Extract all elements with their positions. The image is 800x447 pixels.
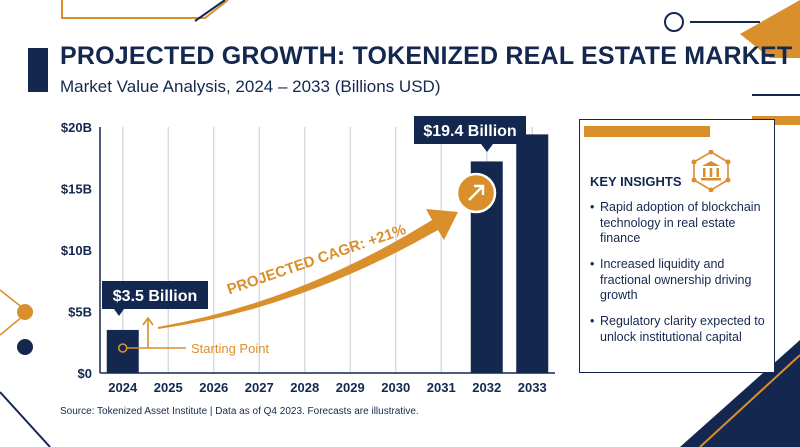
x-tick-label: 2033 [518, 380, 547, 395]
left-orange-dot [17, 304, 33, 320]
left-navy-dot [17, 339, 33, 355]
start-callout-tail [114, 309, 124, 316]
x-tick-label: 2032 [472, 380, 501, 395]
growth-arrow-icon-head [474, 184, 485, 195]
x-tick-label: 2027 [245, 380, 274, 395]
start-callout-box [102, 281, 208, 309]
end-callout-box [414, 116, 526, 144]
title-accent-block [28, 48, 48, 92]
end-value-label: $19.4 Billion [423, 123, 516, 140]
bottom-left-navy-line [0, 391, 51, 447]
x-tick-label: 2030 [381, 380, 410, 395]
x-tick-label: 2029 [336, 380, 365, 395]
y-tick-label: $0 [78, 366, 92, 381]
source-note: Source: Tokenized Asset Institute | Data… [60, 406, 419, 417]
bottom-right-orange-line [699, 354, 800, 447]
insights-title: KEY INSIGHTS [590, 174, 682, 189]
x-tick-label: 2024 [108, 380, 138, 395]
y-tick-label: $5B [68, 305, 92, 320]
start-value-label: $3.5 Billion [113, 288, 197, 305]
end-callout-tail [481, 144, 493, 152]
top-right-orange-shape [740, 0, 800, 58]
right-orange-bar [752, 116, 800, 125]
insights-accent-bar [584, 126, 710, 137]
start-point-label: Starting Point [191, 341, 269, 356]
building-network-icon [691, 150, 731, 192]
start-marker-dot [117, 343, 128, 353]
top-circle [664, 12, 684, 32]
insight-item: • Regulatory clarity expected to unlock i… [590, 314, 770, 345]
page-title: PROJECTED GROWTH: TOKENIZED REAL ESTATE … [60, 42, 793, 70]
growth-arrow-icon-line [468, 185, 484, 201]
y-tick-label: $10B [61, 243, 92, 258]
x-tick-label: 2026 [199, 380, 228, 395]
y-tick-label: $20B [61, 120, 92, 135]
top-orange-line [61, 0, 229, 19]
start-pointer-arrowhead [142, 316, 154, 326]
insight-text: Regulatory clarity expected to unlock in… [600, 314, 765, 344]
x-tick-label: 2025 [154, 380, 183, 395]
x-tick-label: 2031 [427, 380, 456, 395]
insight-item: • Increased liquidity and fractional owne… [590, 257, 770, 304]
top-navy-line [194, 0, 226, 22]
insight-text: Increased liquidity and fractional owner… [600, 257, 752, 302]
insight-text: Rapid adoption of blockchain technology … [600, 200, 761, 245]
bar [516, 134, 549, 373]
x-tick-label: 2028 [290, 380, 319, 395]
insight-item: • Rapid adoption of blockchain technology… [590, 200, 770, 247]
insights-panel [579, 119, 775, 373]
page-subtitle: Market Value Analysis, 2024 – 2033 (Bill… [60, 77, 441, 96]
y-tick-label: $15B [61, 182, 92, 197]
